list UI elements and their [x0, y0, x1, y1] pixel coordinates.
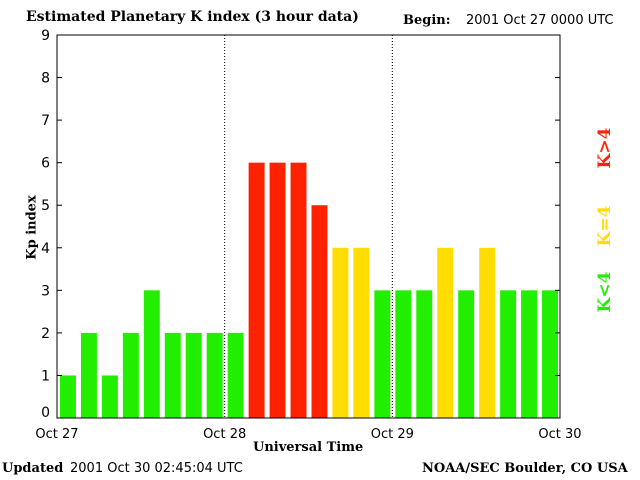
- bar-22: [521, 290, 538, 418]
- x-tick-label: Oct 27: [35, 427, 78, 442]
- y-tick-label: 0: [41, 405, 50, 421]
- y-axis-label: Kp index: [24, 195, 40, 260]
- bar-12: [311, 205, 328, 418]
- bar-5: [164, 332, 181, 418]
- bar-9: [248, 162, 265, 418]
- bar-4: [143, 290, 160, 418]
- legend-low: K<4: [595, 271, 615, 313]
- x-tick-label: Oct 29: [371, 427, 414, 442]
- bar-15: [374, 290, 391, 418]
- x-axis-label: Universal Time: [253, 440, 364, 455]
- bar-18: [437, 247, 454, 418]
- bar-19: [458, 290, 475, 418]
- bar-23: [542, 290, 558, 418]
- chart-title: Estimated Planetary K index (3 hour data…: [26, 9, 359, 25]
- y-tick-label: 5: [41, 198, 50, 214]
- bar-21: [500, 290, 517, 418]
- plot-frame: [56, 34, 561, 419]
- y-tick-label: 7: [41, 113, 50, 129]
- bar-2: [101, 375, 118, 418]
- y-tick-label: 6: [41, 156, 50, 172]
- bar-10: [269, 162, 286, 418]
- legend-high: K>4: [595, 127, 615, 169]
- y-tick-label: 9: [41, 28, 50, 44]
- updated-label: Updated: [2, 461, 64, 476]
- y-tick-label: 2: [41, 326, 50, 342]
- legend-equal: K=4: [595, 205, 615, 247]
- bar-13: [332, 247, 349, 418]
- begin-label: Begin:: [403, 13, 451, 28]
- bar-3: [122, 332, 139, 418]
- bar-16: [395, 290, 412, 418]
- x-tick-label: Oct 30: [538, 427, 581, 442]
- x-tick-label: Oct 28: [203, 427, 246, 442]
- bar-11: [290, 162, 307, 418]
- source-credit: NOAA/SEC Boulder, CO USA: [422, 461, 628, 476]
- y-tick-label: 8: [41, 71, 50, 87]
- bar-7: [206, 332, 223, 418]
- bar-8: [227, 332, 244, 418]
- bar-17: [416, 290, 433, 418]
- bar-0: [60, 375, 76, 418]
- bar-6: [185, 332, 202, 418]
- bar-1: [80, 332, 97, 418]
- y-tick-label: 1: [41, 368, 50, 384]
- begin-value: 2001 Oct 27 0000 UTC: [466, 13, 614, 28]
- bar-14: [353, 247, 370, 418]
- bar-20: [479, 247, 496, 418]
- y-tick-label: 3: [41, 283, 50, 299]
- updated-value: 2001 Oct 30 02:45:04 UTC: [70, 461, 243, 476]
- y-tick-label: 4: [41, 241, 50, 257]
